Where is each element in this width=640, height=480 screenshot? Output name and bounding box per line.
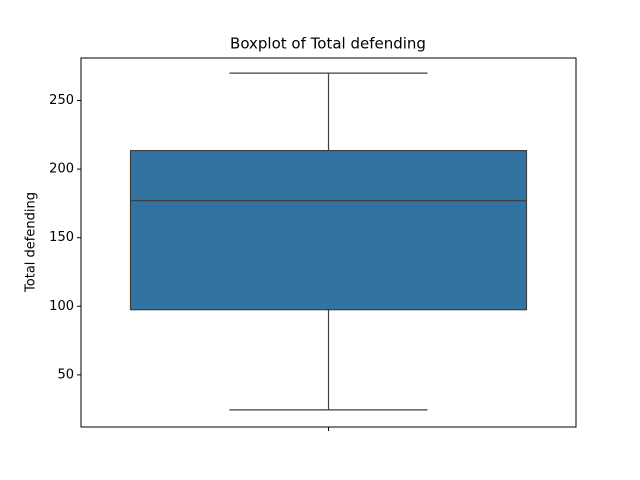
box — [129, 149, 528, 311]
y-tick-label: 250 — [49, 93, 74, 108]
chart-title: Boxplot of Total defending — [230, 35, 426, 53]
y-tick-label: 50 — [57, 367, 74, 382]
y-tick-label: 100 — [49, 299, 74, 314]
y-axis-label: Total defending — [24, 192, 39, 293]
plot-frame — [80, 57, 577, 428]
y-tick-label: 200 — [49, 162, 74, 177]
y-tick-label: 150 — [49, 230, 74, 245]
